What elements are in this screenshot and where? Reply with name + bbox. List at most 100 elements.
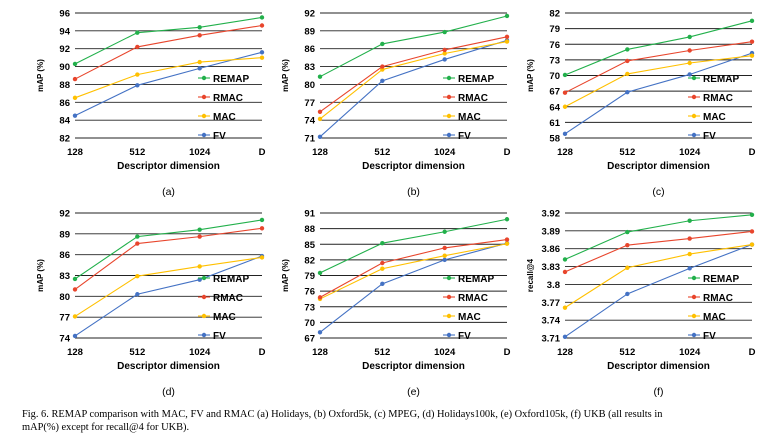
data-point-mac xyxy=(135,72,140,77)
y-tick-label: 92 xyxy=(59,44,70,55)
data-point-fv xyxy=(317,134,323,140)
legend-label-rmac: RMAC xyxy=(213,93,243,104)
y-tick-label: 70 xyxy=(304,318,315,329)
data-point-rmac xyxy=(504,237,510,242)
y-tick-label: 92 xyxy=(59,209,70,220)
caption-line-2: mAP(%) except for recall@4 for UKB). xyxy=(22,422,190,433)
y-tick-label: 84 xyxy=(59,116,70,127)
data-point-mac xyxy=(259,55,265,60)
legend-label-remap: REMAP xyxy=(458,274,494,285)
data-point-mac xyxy=(317,116,323,122)
data-point-rmac xyxy=(562,90,568,95)
data-point-rmac xyxy=(259,23,265,28)
data-point-rmac xyxy=(72,287,78,292)
data-point-fv xyxy=(72,333,78,339)
chart-panel-5: 67 70 73 76 79 82 85 88 91 128 512 1024 D Descriptor … xyxy=(281,209,511,399)
legend-label-fv: FV xyxy=(703,331,716,342)
legend-marker-mac xyxy=(201,113,207,119)
x-tick-label: 128 xyxy=(67,147,83,158)
series-line-fv xyxy=(564,52,753,135)
data-point-remap xyxy=(562,257,568,262)
legend-label-fv: FV xyxy=(458,131,471,142)
data-point-rmac xyxy=(135,44,140,50)
figure-caption: Fig. 6. REMAP comparison with MAC, FV an… xyxy=(22,408,742,434)
data-point-fv xyxy=(197,277,202,282)
chart-panel-6: 3.71 3.74 3.77 3.8 3.83 3.86 3.89 3.92 128 512 102… xyxy=(526,209,756,399)
y-tick-label: 86 xyxy=(59,250,70,261)
data-point-remap xyxy=(317,270,323,276)
data-point-remap xyxy=(442,29,447,35)
data-point-remap xyxy=(687,34,692,40)
data-point-remap xyxy=(625,229,630,235)
panel-label: (d) xyxy=(162,386,175,398)
legend-marker-rmac xyxy=(201,294,207,300)
data-point-mac xyxy=(625,265,630,270)
legend-label-remap: REMAP xyxy=(458,74,494,85)
series-line-fv xyxy=(319,242,508,333)
x-axis-label: Descriptor dimension xyxy=(117,361,220,372)
series-line-mac xyxy=(319,243,508,300)
x-tick-label: 1024 xyxy=(679,147,701,158)
y-tick-label: 74 xyxy=(59,334,70,345)
legend-label-mac: MAC xyxy=(458,112,481,123)
series-line-rmac xyxy=(319,36,508,113)
panel-label: (f) xyxy=(654,386,664,398)
legend-marker-mac xyxy=(201,313,207,319)
x-tick-label: 128 xyxy=(67,347,83,358)
data-point-fv xyxy=(317,330,323,335)
series-line-remap xyxy=(74,16,263,65)
data-point-mac xyxy=(380,266,385,271)
legend-marker-remap xyxy=(691,275,697,281)
data-point-rmac xyxy=(197,33,202,38)
data-point-remap xyxy=(380,241,385,246)
panel-label: (b) xyxy=(407,186,420,198)
data-point-remap xyxy=(135,234,140,239)
chart-panel-2: 71 74 77 80 83 86 89 92 128 512 1024 D Descriptor di… xyxy=(281,9,511,199)
panel-label: (e) xyxy=(407,386,420,398)
x-tick-label: D xyxy=(504,347,511,358)
y-tick-label: 82 xyxy=(59,134,70,145)
data-point-remap xyxy=(197,25,202,30)
series-line-rmac xyxy=(564,41,753,94)
data-point-mac xyxy=(72,314,78,319)
data-point-rmac xyxy=(562,269,568,275)
legend-marker-remap xyxy=(201,275,207,281)
data-point-remap xyxy=(135,30,140,35)
y-tick-label: 3.92 xyxy=(542,209,561,220)
y-tick-label: 79 xyxy=(304,271,315,282)
y-tick-label: 89 xyxy=(59,229,70,240)
data-point-mac xyxy=(687,251,692,257)
x-tick-label: 512 xyxy=(619,147,635,158)
series-line-remap xyxy=(319,218,508,274)
y-tick-label: 86 xyxy=(304,44,315,55)
series-line-mac xyxy=(74,256,263,317)
data-point-mac xyxy=(259,255,265,260)
legend-label-fv: FV xyxy=(458,331,471,342)
data-point-fv xyxy=(380,78,385,84)
chart-panel-4: 74 77 80 83 86 89 92 128 512 1024 D Descriptor dime… xyxy=(36,209,266,399)
data-point-mac xyxy=(562,305,568,310)
legend-marker-remap xyxy=(201,75,207,81)
y-tick-label: 76 xyxy=(549,40,560,51)
data-point-rmac xyxy=(504,34,510,40)
data-point-mac xyxy=(749,242,755,247)
data-point-remap xyxy=(380,41,385,47)
data-point-rmac xyxy=(749,39,755,44)
legend-label-rmac: RMAC xyxy=(703,293,733,304)
x-tick-label: 128 xyxy=(312,347,328,358)
data-point-remap xyxy=(72,61,78,67)
y-tick-label: 3.89 xyxy=(542,226,561,237)
legend-marker-fv xyxy=(201,332,207,338)
data-point-remap xyxy=(625,47,630,52)
y-tick-label: 94 xyxy=(59,26,70,37)
data-point-fv xyxy=(562,131,568,137)
data-point-fv xyxy=(625,291,630,297)
data-point-rmac xyxy=(442,245,447,251)
data-point-rmac xyxy=(380,260,385,266)
y-tick-label: 76 xyxy=(304,287,315,298)
legend-label-mac: MAC xyxy=(213,112,236,123)
series-line-fv xyxy=(74,255,263,337)
legend-label-fv: FV xyxy=(213,331,226,342)
legend-marker-rmac xyxy=(446,294,452,300)
data-point-remap xyxy=(687,218,692,223)
